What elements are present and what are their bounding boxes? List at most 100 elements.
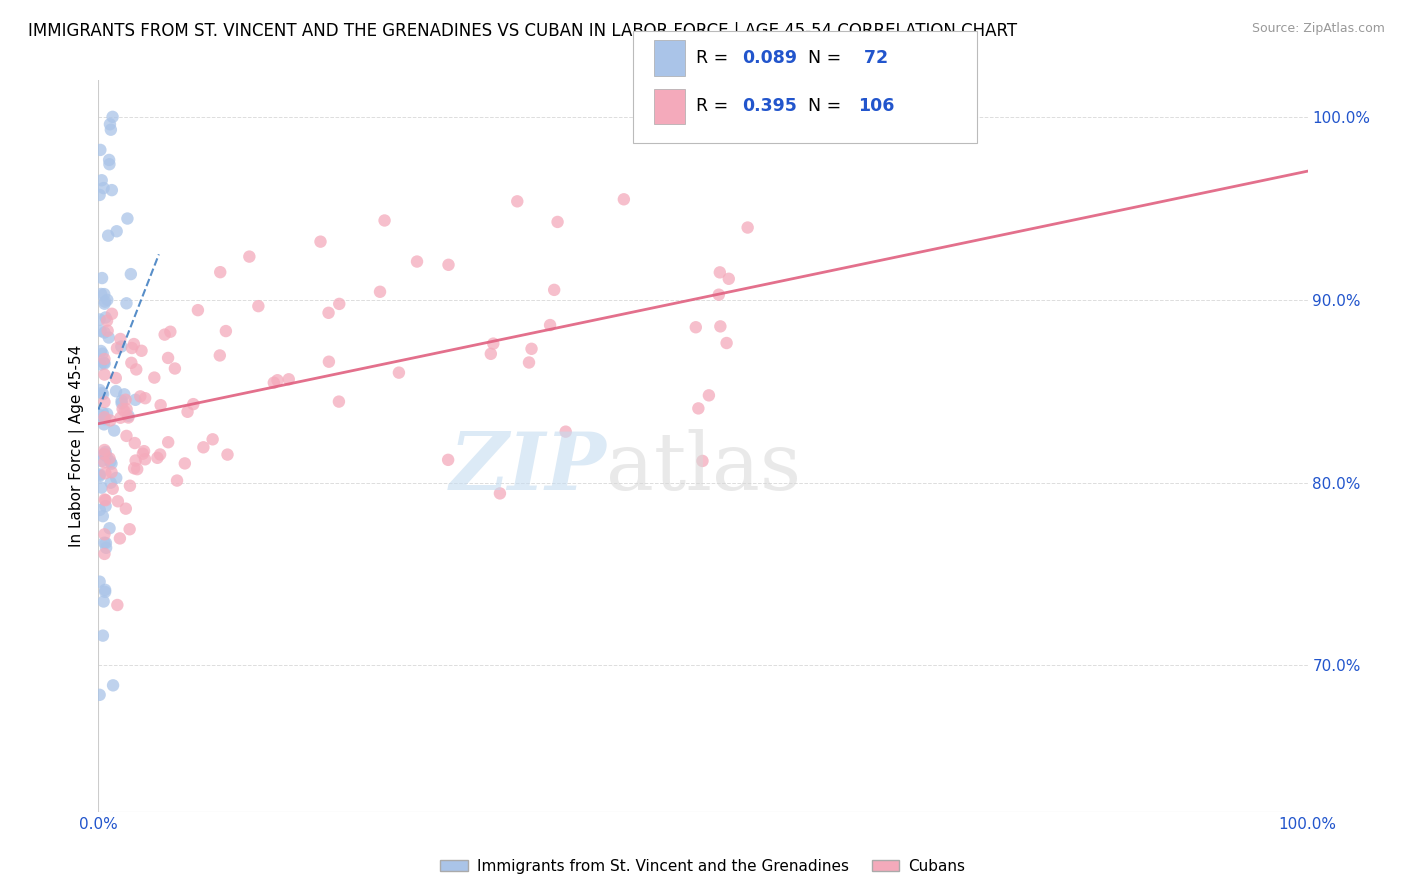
Point xyxy=(709,265,731,279)
Point xyxy=(209,265,232,279)
Point xyxy=(101,110,124,124)
Point xyxy=(157,435,180,450)
Point xyxy=(517,355,540,369)
Point xyxy=(153,327,176,342)
Point xyxy=(479,347,502,361)
Text: 106: 106 xyxy=(858,97,894,115)
Text: IMMIGRANTS FROM ST. VINCENT AND THE GRENADINES VS CUBAN IN LABOR FORCE | AGE 45-: IMMIGRANTS FROM ST. VINCENT AND THE GREN… xyxy=(28,22,1018,40)
Point xyxy=(101,307,124,321)
Point xyxy=(166,474,188,488)
Text: R =: R = xyxy=(696,49,734,67)
Point xyxy=(124,436,146,450)
Point xyxy=(100,465,122,479)
Point xyxy=(93,447,115,461)
Point xyxy=(110,332,132,346)
Point xyxy=(101,482,124,496)
Point xyxy=(100,122,122,136)
Point xyxy=(93,410,115,425)
Point xyxy=(89,408,111,422)
Point xyxy=(94,493,117,508)
Point xyxy=(266,373,288,387)
Point xyxy=(318,355,340,369)
Point xyxy=(328,297,350,311)
Point xyxy=(149,398,172,412)
Point xyxy=(238,250,260,264)
Point xyxy=(94,310,117,325)
Point xyxy=(98,413,121,427)
Text: Source: ZipAtlas.com: Source: ZipAtlas.com xyxy=(1251,22,1385,36)
Point xyxy=(157,351,180,365)
Point xyxy=(104,371,127,385)
Point xyxy=(149,448,172,462)
Point xyxy=(247,299,270,313)
Point xyxy=(111,396,134,410)
Point xyxy=(90,173,112,187)
Point xyxy=(538,318,561,332)
Point xyxy=(115,402,138,417)
Text: N =: N = xyxy=(797,49,846,67)
Point xyxy=(90,287,112,301)
Point xyxy=(94,467,117,481)
Point xyxy=(117,409,139,423)
Point xyxy=(146,450,169,465)
Point xyxy=(112,387,135,401)
Point xyxy=(707,287,730,301)
Point xyxy=(90,343,112,358)
Point xyxy=(105,341,128,355)
Point xyxy=(120,356,142,370)
Point xyxy=(96,407,118,421)
Point xyxy=(134,452,156,467)
Point xyxy=(90,324,112,338)
Point xyxy=(93,447,115,461)
Point xyxy=(118,522,141,536)
Point xyxy=(98,117,121,131)
Point xyxy=(90,454,112,468)
Point xyxy=(94,294,117,309)
Point xyxy=(93,594,115,608)
Point xyxy=(737,220,759,235)
Y-axis label: In Labor Force | Age 45-54: In Labor Force | Age 45-54 xyxy=(69,345,86,547)
Point xyxy=(91,271,114,285)
Point xyxy=(105,224,128,238)
Point xyxy=(709,319,731,334)
Point xyxy=(217,448,239,462)
Point xyxy=(547,215,569,229)
Point xyxy=(93,395,115,409)
Point xyxy=(506,194,529,209)
Point xyxy=(685,320,707,334)
Point xyxy=(91,629,114,643)
Text: 72: 72 xyxy=(858,49,887,67)
Point xyxy=(131,343,153,358)
Point xyxy=(368,285,391,299)
Point xyxy=(482,336,505,351)
Point xyxy=(100,457,122,471)
Point xyxy=(93,417,115,432)
Point xyxy=(93,356,115,370)
Point xyxy=(94,445,117,459)
Point xyxy=(97,330,120,344)
Point xyxy=(93,352,115,367)
Point xyxy=(208,348,231,362)
Point xyxy=(98,157,121,171)
Point xyxy=(122,461,145,475)
Point xyxy=(105,384,128,399)
Point xyxy=(93,181,115,195)
Point xyxy=(107,494,129,508)
Legend: Immigrants from St. Vincent and the Grenadines, Cubans: Immigrants from St. Vincent and the Gren… xyxy=(434,853,972,880)
Point xyxy=(98,451,121,466)
Point xyxy=(692,454,714,468)
Point xyxy=(96,293,118,307)
Point xyxy=(554,425,576,439)
Point xyxy=(93,442,115,457)
Point xyxy=(277,372,299,386)
Point xyxy=(215,324,238,338)
Point xyxy=(437,258,460,272)
Point xyxy=(90,358,112,372)
Point xyxy=(124,453,146,467)
Point xyxy=(543,283,565,297)
Point xyxy=(181,397,204,411)
Point xyxy=(115,429,138,443)
Point xyxy=(134,391,156,405)
Text: 0.395: 0.395 xyxy=(742,97,797,115)
Point xyxy=(717,272,740,286)
